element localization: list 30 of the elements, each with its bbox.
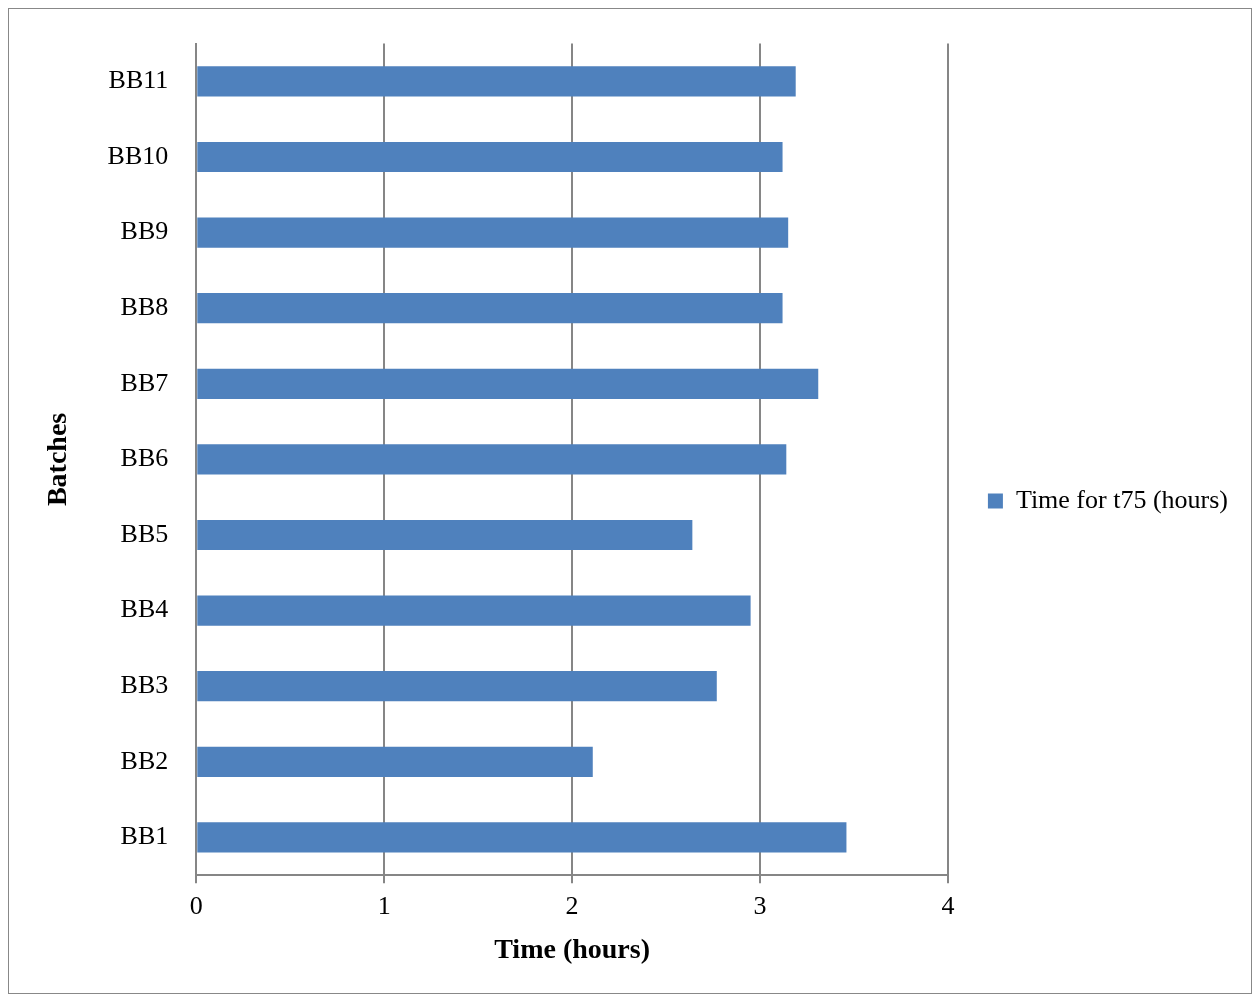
y-tick-label: BB1 (120, 821, 169, 851)
x-axis-title: Time (hours) (494, 933, 651, 965)
bar (197, 141, 783, 173)
bar (197, 368, 819, 399)
bar (197, 519, 693, 551)
y-axis-title: Batches (41, 412, 73, 507)
bar (197, 217, 789, 248)
bar (197, 595, 751, 626)
x-tick-label: 3 (753, 890, 767, 920)
bar (197, 671, 717, 702)
y-tick-label: BB4 (120, 594, 169, 624)
y-tick-label: BB10 (107, 140, 169, 170)
y-tick-label: BB7 (120, 367, 169, 397)
bar (197, 822, 847, 853)
x-tick-label: 1 (377, 890, 391, 920)
bar (197, 746, 593, 777)
bar (197, 444, 787, 475)
y-tick-label: BB2 (120, 745, 169, 775)
x-tick-label: 0 (189, 890, 203, 920)
bar (197, 293, 783, 324)
y-tick-label: BB11 (108, 65, 169, 95)
y-tick-label: BB5 (120, 518, 169, 548)
y-tick-label: BB6 (120, 443, 169, 473)
legend-label: Time for t75 (hours) (1015, 484, 1229, 514)
y-tick-label: BB3 (120, 670, 169, 700)
x-tick-label: 4 (941, 890, 955, 920)
y-tick-label: BB9 (120, 216, 169, 246)
bar (197, 66, 796, 97)
y-tick-label: BB8 (120, 292, 169, 322)
x-tick-label: 2 (565, 890, 579, 920)
